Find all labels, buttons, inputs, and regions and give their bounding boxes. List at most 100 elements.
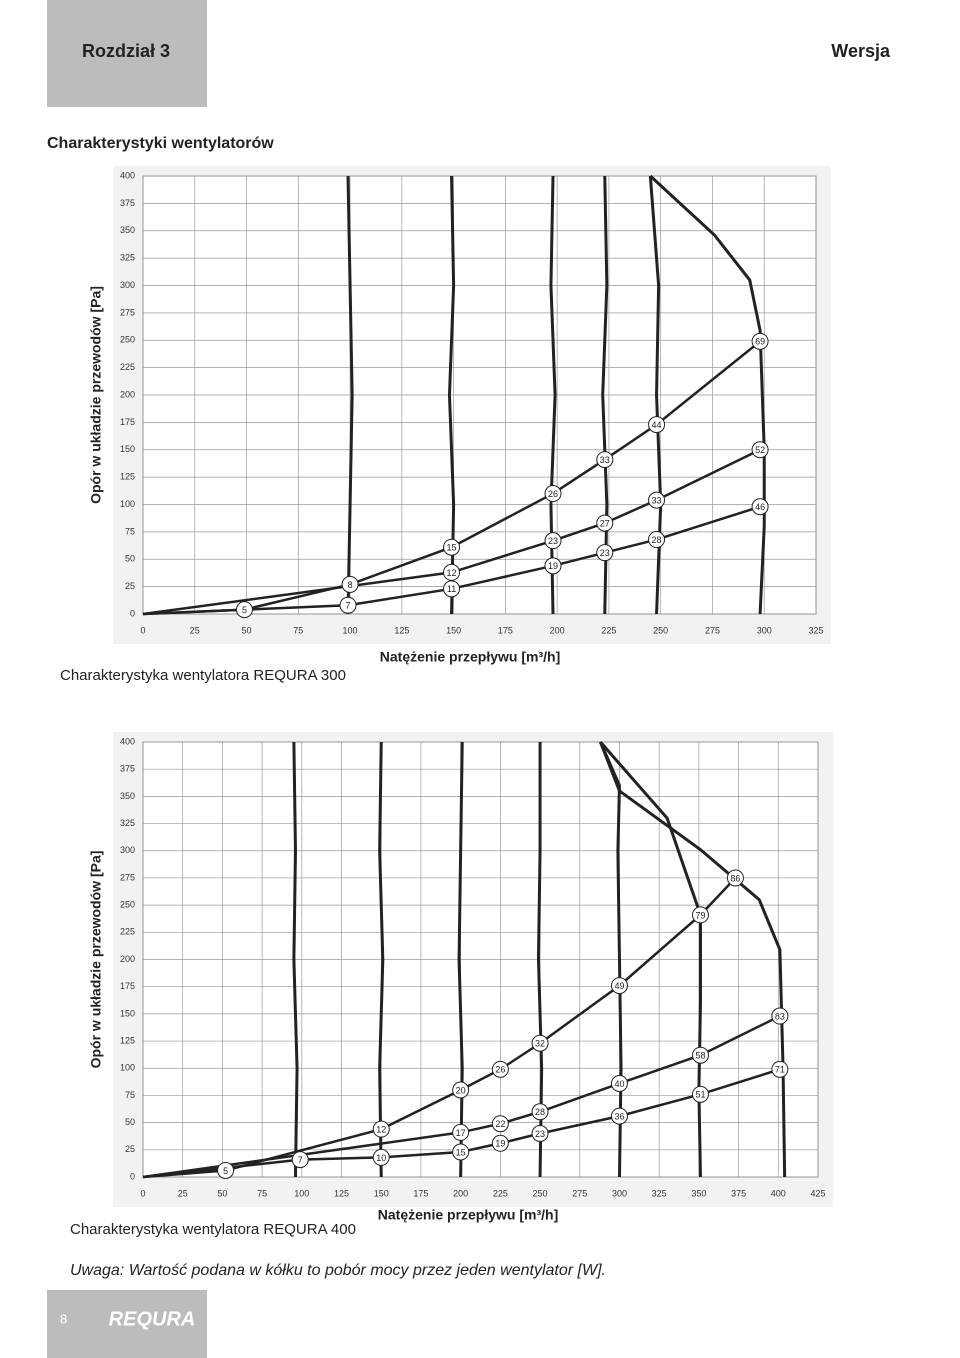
power-marker [339, 596, 357, 614]
y-tick-label: 375 [120, 198, 135, 208]
system-curve [142, 448, 761, 616]
y-tick-label: 300 [120, 845, 135, 855]
power-label: 58 [695, 1051, 705, 1061]
power-marker [726, 869, 744, 887]
power-label: 23 [548, 536, 558, 546]
x-tick-label: 250 [653, 625, 668, 635]
power-label: 5 [242, 605, 247, 615]
power-marker [452, 1081, 470, 1099]
fan-curve [292, 741, 299, 1178]
power-marker [691, 1046, 709, 1064]
fan-curve [378, 741, 385, 1178]
x-tick-label: 300 [757, 625, 772, 635]
version: Wersja [831, 41, 891, 61]
power-label: 33 [600, 455, 610, 465]
system-curve [142, 340, 761, 616]
y-tick-label: 75 [125, 526, 135, 536]
power-label: 26 [548, 489, 558, 499]
y-tick-label: 350 [120, 225, 135, 235]
x-tick-label: 425 [810, 1188, 825, 1198]
x-tick-label: 0 [140, 1188, 145, 1198]
x-tick-label: 325 [808, 625, 823, 635]
x-tick-label: 125 [394, 625, 409, 635]
x-tick-label: 200 [550, 625, 565, 635]
power-label: 83 [775, 1011, 785, 1021]
x-tick-label: 75 [257, 1188, 267, 1198]
x-tick-label: 0 [140, 625, 145, 635]
logo: REQURA [109, 1308, 196, 1330]
power-marker [443, 538, 461, 556]
x-tick-label: 100 [294, 1188, 309, 1198]
y-tick-label: 200 [120, 389, 135, 399]
y-tick-label: 125 [120, 1035, 135, 1045]
fan-curve [601, 175, 609, 615]
power-label: 7 [298, 1155, 303, 1165]
y-tick-label: 175 [120, 981, 135, 991]
y-tick-label: 200 [120, 954, 135, 964]
x-tick-label: 175 [413, 1188, 428, 1198]
power-marker [291, 1151, 309, 1169]
power-marker [531, 1103, 549, 1121]
y-tick-label: 275 [120, 307, 135, 317]
power-marker [491, 1134, 509, 1152]
y-tick-label: 0 [130, 1171, 135, 1181]
power-marker [235, 601, 253, 619]
power-label: 15 [447, 543, 457, 553]
x-tick-label: 100 [343, 625, 358, 635]
power-marker [217, 1161, 235, 1179]
power-marker [648, 531, 666, 549]
x-axis-label: Natężenie przepływu [m³/h] [380, 649, 560, 665]
power-marker [610, 1107, 628, 1125]
footer-box [47, 1290, 207, 1358]
y-tick-label: 250 [120, 900, 135, 910]
y-tick-label: 150 [120, 444, 135, 454]
x-tick-label: 125 [334, 1188, 349, 1198]
chapter: Rozdział 3 [82, 41, 170, 61]
power-label: 23 [535, 1129, 545, 1139]
power-label: 79 [695, 910, 705, 920]
power-label: 22 [495, 1119, 505, 1129]
power-marker [771, 1007, 789, 1025]
y-tick-label: 225 [120, 927, 135, 937]
y-tick-label: 325 [120, 818, 135, 828]
y-tick-label: 50 [125, 1117, 135, 1127]
power-marker [452, 1143, 470, 1161]
power-marker [544, 557, 562, 575]
x-tick-label: 400 [771, 1188, 786, 1198]
power-label: 12 [376, 1125, 386, 1135]
y-tick-label: 275 [120, 872, 135, 882]
power-marker [544, 485, 562, 503]
y-tick-label: 50 [125, 554, 135, 564]
power-label: 10 [376, 1153, 386, 1163]
power-marker [751, 332, 769, 350]
power-label: 49 [614, 981, 624, 991]
x-tick-label: 75 [293, 625, 303, 635]
y-tick-label: 125 [120, 472, 135, 482]
y-tick-label: 250 [120, 335, 135, 345]
power-label: 33 [652, 495, 662, 505]
chart-caption: Charakterystyka wentylatora REQURA 400 [70, 1221, 356, 1238]
power-label: 28 [535, 1107, 545, 1117]
power-label: 19 [495, 1139, 505, 1149]
y-tick-label: 300 [120, 280, 135, 290]
power-label: 11 [447, 584, 456, 594]
power-marker [691, 906, 709, 924]
x-tick-label: 225 [493, 1188, 508, 1198]
y-tick-label: 375 [120, 764, 135, 774]
power-marker [751, 498, 769, 516]
power-marker [531, 1034, 549, 1052]
x-tick-label: 150 [446, 625, 461, 635]
power-marker [648, 416, 666, 434]
power-label: 26 [495, 1065, 505, 1075]
x-tick-label: 275 [572, 1188, 587, 1198]
x-tick-label: 325 [652, 1188, 667, 1198]
power-marker [341, 575, 359, 593]
x-tick-label: 225 [601, 625, 616, 635]
fan-curve [649, 174, 766, 615]
power-label: 7 [345, 601, 350, 611]
note: Uwaga: Wartość podana w kółku to pobór m… [70, 1262, 606, 1279]
power-label: 27 [600, 518, 610, 528]
power-label: 5 [223, 1166, 228, 1176]
x-tick-label: 350 [691, 1188, 706, 1198]
y-tick-label: 400 [120, 170, 135, 180]
